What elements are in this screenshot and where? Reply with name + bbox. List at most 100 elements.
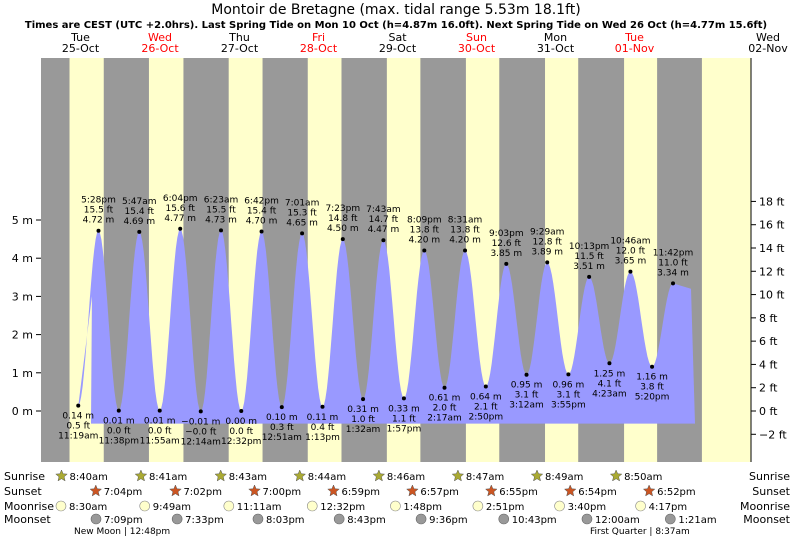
row-label-left: Sunrise [4, 470, 45, 483]
sunrise-time: 8:43am [229, 472, 267, 483]
low-tide-meters: 0.95 m [511, 381, 543, 391]
moonrise-icon [390, 500, 401, 512]
low-tide-dot [198, 409, 203, 414]
low-tide-meters: −0.01 m [181, 417, 220, 427]
row-label-right: Sunrise [749, 470, 790, 483]
moonrise-icon [223, 500, 235, 512]
low-tide-feet: 3.1 ft [515, 391, 539, 401]
meter-tick-label: 0 m [12, 405, 33, 418]
day-of-week: Sat [388, 31, 407, 44]
low-tide-dot [650, 364, 655, 369]
row-label-right: Moonset [743, 513, 790, 526]
moonset-time: 7:33pm [185, 515, 224, 526]
moonrise-time: 1:48pm [403, 502, 442, 513]
meter-tick-label: 4 m [12, 252, 33, 265]
high-tide-dot [504, 261, 509, 266]
low-tide-dot [76, 403, 81, 408]
moonset-icon [415, 513, 427, 525]
moonrise-time: 4:17pm [649, 502, 688, 513]
low-tide-dot [279, 405, 284, 410]
sunrise-time: 8:44am [308, 472, 346, 483]
sunset-time: 6:52pm [657, 487, 696, 498]
low-tide-feet: 3.1 ft [557, 390, 581, 400]
low-tide-meters: 1.25 m [594, 369, 626, 379]
sunrise-time: 8:46am [387, 472, 425, 483]
moonrise-icon [472, 500, 484, 512]
sunrise-icon [134, 469, 148, 482]
high-tide-dot [259, 229, 264, 234]
sunrise-time: 8:47am [466, 472, 504, 483]
high-tide-time: 7:23pm [325, 204, 360, 214]
high-tide-time: 5:47am [122, 197, 157, 207]
high-tide-dot [137, 229, 142, 234]
high-tide-feet: 13.8 ft [410, 226, 440, 236]
feet-tick-label: 10 ft [759, 289, 785, 302]
low-tide-feet: 1.0 ft [351, 415, 375, 425]
meter-tick-label: 1 m [12, 367, 33, 380]
moonset-icon [252, 513, 264, 525]
low-tide-dot [320, 404, 325, 409]
high-tide-meters: 4.50 m [327, 224, 359, 234]
low-tide-time: 3:55pm [551, 400, 586, 410]
row-label-left: Moonset [4, 513, 51, 526]
high-tide-feet: 15.6 ft [165, 204, 195, 214]
feet-tick-label: 0 ft [759, 405, 778, 418]
low-tide-meters: 0.96 m [553, 380, 585, 390]
moonset-icon [581, 513, 593, 525]
moonset-time: 10:43pm [512, 515, 557, 526]
sunset-time: 7:00pm [263, 487, 302, 498]
day-date: 01-Nov [615, 42, 655, 55]
sunset-time: 6:54pm [578, 487, 617, 498]
high-tide-feet: 13.8 ft [450, 226, 480, 236]
low-tide-dot [401, 396, 406, 401]
low-tide-meters: 0.64 m [470, 393, 502, 403]
sunrise-icon [609, 469, 623, 482]
high-tide-meters: 3.85 m [490, 249, 522, 259]
moonrise-icon [554, 500, 565, 512]
low-tide-meters: 0.33 m [388, 404, 420, 414]
low-tide-feet: 0.4 ft [311, 423, 335, 433]
day-labels: Tue25-OctWed26-OctThu27-OctFri28-OctSat2… [62, 31, 788, 55]
low-tide-meters: 0.01 m [144, 417, 176, 427]
low-tide-meters: 0.11 m [307, 413, 339, 423]
day-date: 02-Nov [748, 42, 788, 55]
high-tide-meters: 3.65 m [615, 257, 647, 267]
high-tide-meters: 4.20 m [449, 236, 481, 246]
low-tide-feet: 0.3 ft [270, 423, 294, 433]
day-date: 26-Oct [141, 42, 179, 55]
sunset-time: 7:04pm [104, 487, 143, 498]
chart-subtitle: Times are CEST (UTC +2.0hrs). Last Sprin… [25, 20, 767, 31]
high-tide-dot [671, 281, 676, 286]
low-tide-dot [157, 408, 162, 413]
low-tide-time: 4:23am [592, 389, 627, 399]
low-tide-time: 12:32pm [221, 437, 261, 447]
high-tide-meters: 4.47 m [368, 225, 400, 235]
low-tide-dot [566, 372, 571, 377]
low-tide-time: 12:51am [262, 433, 302, 443]
moonset-icon [171, 513, 183, 525]
low-tide-dot [116, 408, 121, 413]
high-tide-feet: 15.4 ft [125, 207, 155, 217]
high-tide-feet: 14.7 ft [369, 215, 399, 225]
high-tide-feet: 12.0 ft [616, 247, 646, 257]
high-tide-feet: 15.4 ft [247, 206, 277, 216]
moonrise-time: 9:49am [153, 502, 191, 513]
sun-moon-rows: Sunrise Sunrise Sunset Sunset Moonrise Moonri… [4, 469, 791, 537]
sunset-icon [406, 484, 419, 497]
day-date: 25-Oct [62, 42, 100, 55]
low-tide-dot [524, 372, 529, 377]
high-tide-meters: 3.51 m [573, 262, 605, 272]
meter-tick-label: 5 m [12, 214, 33, 227]
high-tide-time: 10:13pm [569, 242, 609, 252]
feet-tick-label: 14 ft [759, 242, 785, 255]
moonset-time: 7:09pm [104, 515, 143, 526]
row-label-right: Moonrise [740, 500, 790, 513]
moonrise-time: 12:32pm [320, 502, 365, 513]
high-tide-time: 7:01am [285, 198, 320, 208]
high-tide-feet: 12.8 ft [532, 237, 562, 247]
low-tide-time: 1:32am [346, 425, 381, 435]
moonrise-icon [306, 500, 318, 512]
high-tide-meters: 4.73 m [205, 215, 237, 225]
